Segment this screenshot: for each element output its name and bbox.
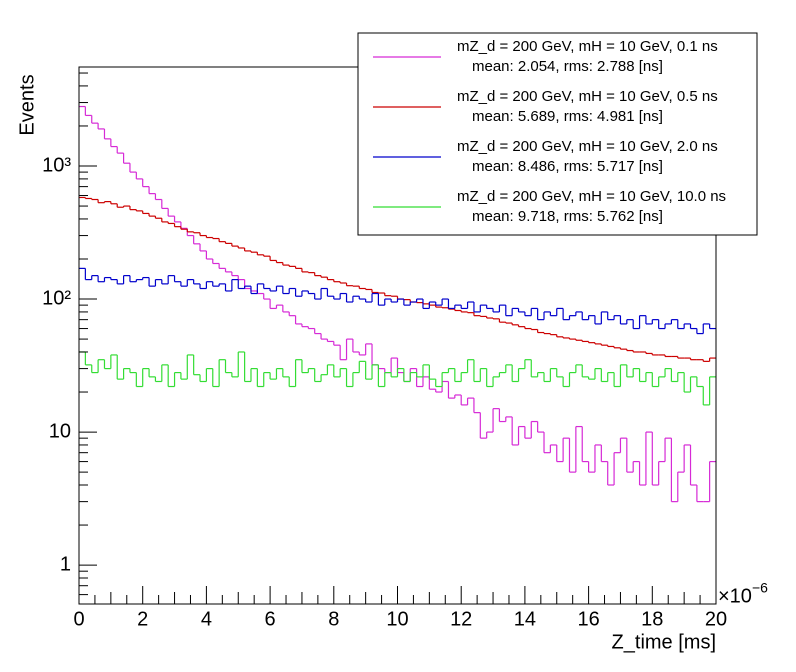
x-tick-label: 10 — [386, 608, 408, 630]
y-tick-label: 10³ — [42, 154, 71, 176]
histogram — [79, 267, 716, 335]
x-multiplier: ×10 — [718, 585, 752, 607]
x-tick-label: 0 — [73, 608, 84, 630]
x-tick-label: 2 — [137, 608, 148, 630]
x-tick-label: 8 — [328, 608, 339, 630]
legend-stats: mean: 9.718, rms: 5.762 [ns] — [472, 208, 663, 225]
plot-area — [79, 105, 716, 503]
legend-stats: mean: 5.689, rms: 4.981 [ns] — [472, 108, 663, 125]
legend-stats: mean: 8.486, rms: 5.717 [ns] — [472, 158, 663, 175]
x-tick-label: 20 — [705, 608, 727, 630]
legend-label: mZ_d = 200 GeV, mH = 10 GeV, 10.0 ns — [457, 188, 726, 205]
x-tick-label: 12 — [450, 608, 472, 630]
legend-label: mZ_d = 200 GeV, mH = 10 GeV, 0.5 ns — [457, 88, 718, 105]
x-tick-label: 18 — [641, 608, 663, 630]
y-tick-label: 1 — [60, 553, 71, 575]
y-axis-label: Events — [16, 74, 38, 135]
histogram — [79, 351, 716, 406]
y-tick-label: 10² — [42, 287, 71, 309]
legend-box — [357, 32, 758, 236]
x-tick-label: 6 — [265, 608, 276, 630]
x-multiplier-exponent: −6 — [752, 580, 768, 596]
y-tick-label: 10 — [49, 420, 71, 442]
legend-label: mZ_d = 200 GeV, mH = 10 GeV, 2.0 ns — [457, 138, 718, 155]
x-tick-label: 14 — [514, 608, 536, 630]
legend-label: mZ_d = 200 GeV, mH = 10 GeV, 0.1 ns — [457, 38, 718, 55]
x-tick-label: 16 — [577, 608, 599, 630]
x-tick-label: 4 — [201, 608, 212, 630]
x-axis-label: Z_time [ms] — [612, 631, 716, 653]
histogram — [79, 196, 716, 362]
histogram — [79, 105, 716, 503]
legend: mZ_d = 200 GeV, mH = 10 GeV, 0.1 ns mean:… — [357, 32, 758, 236]
legend-stats: mean: 2.054, rms: 2.788 [ns] — [472, 58, 663, 75]
